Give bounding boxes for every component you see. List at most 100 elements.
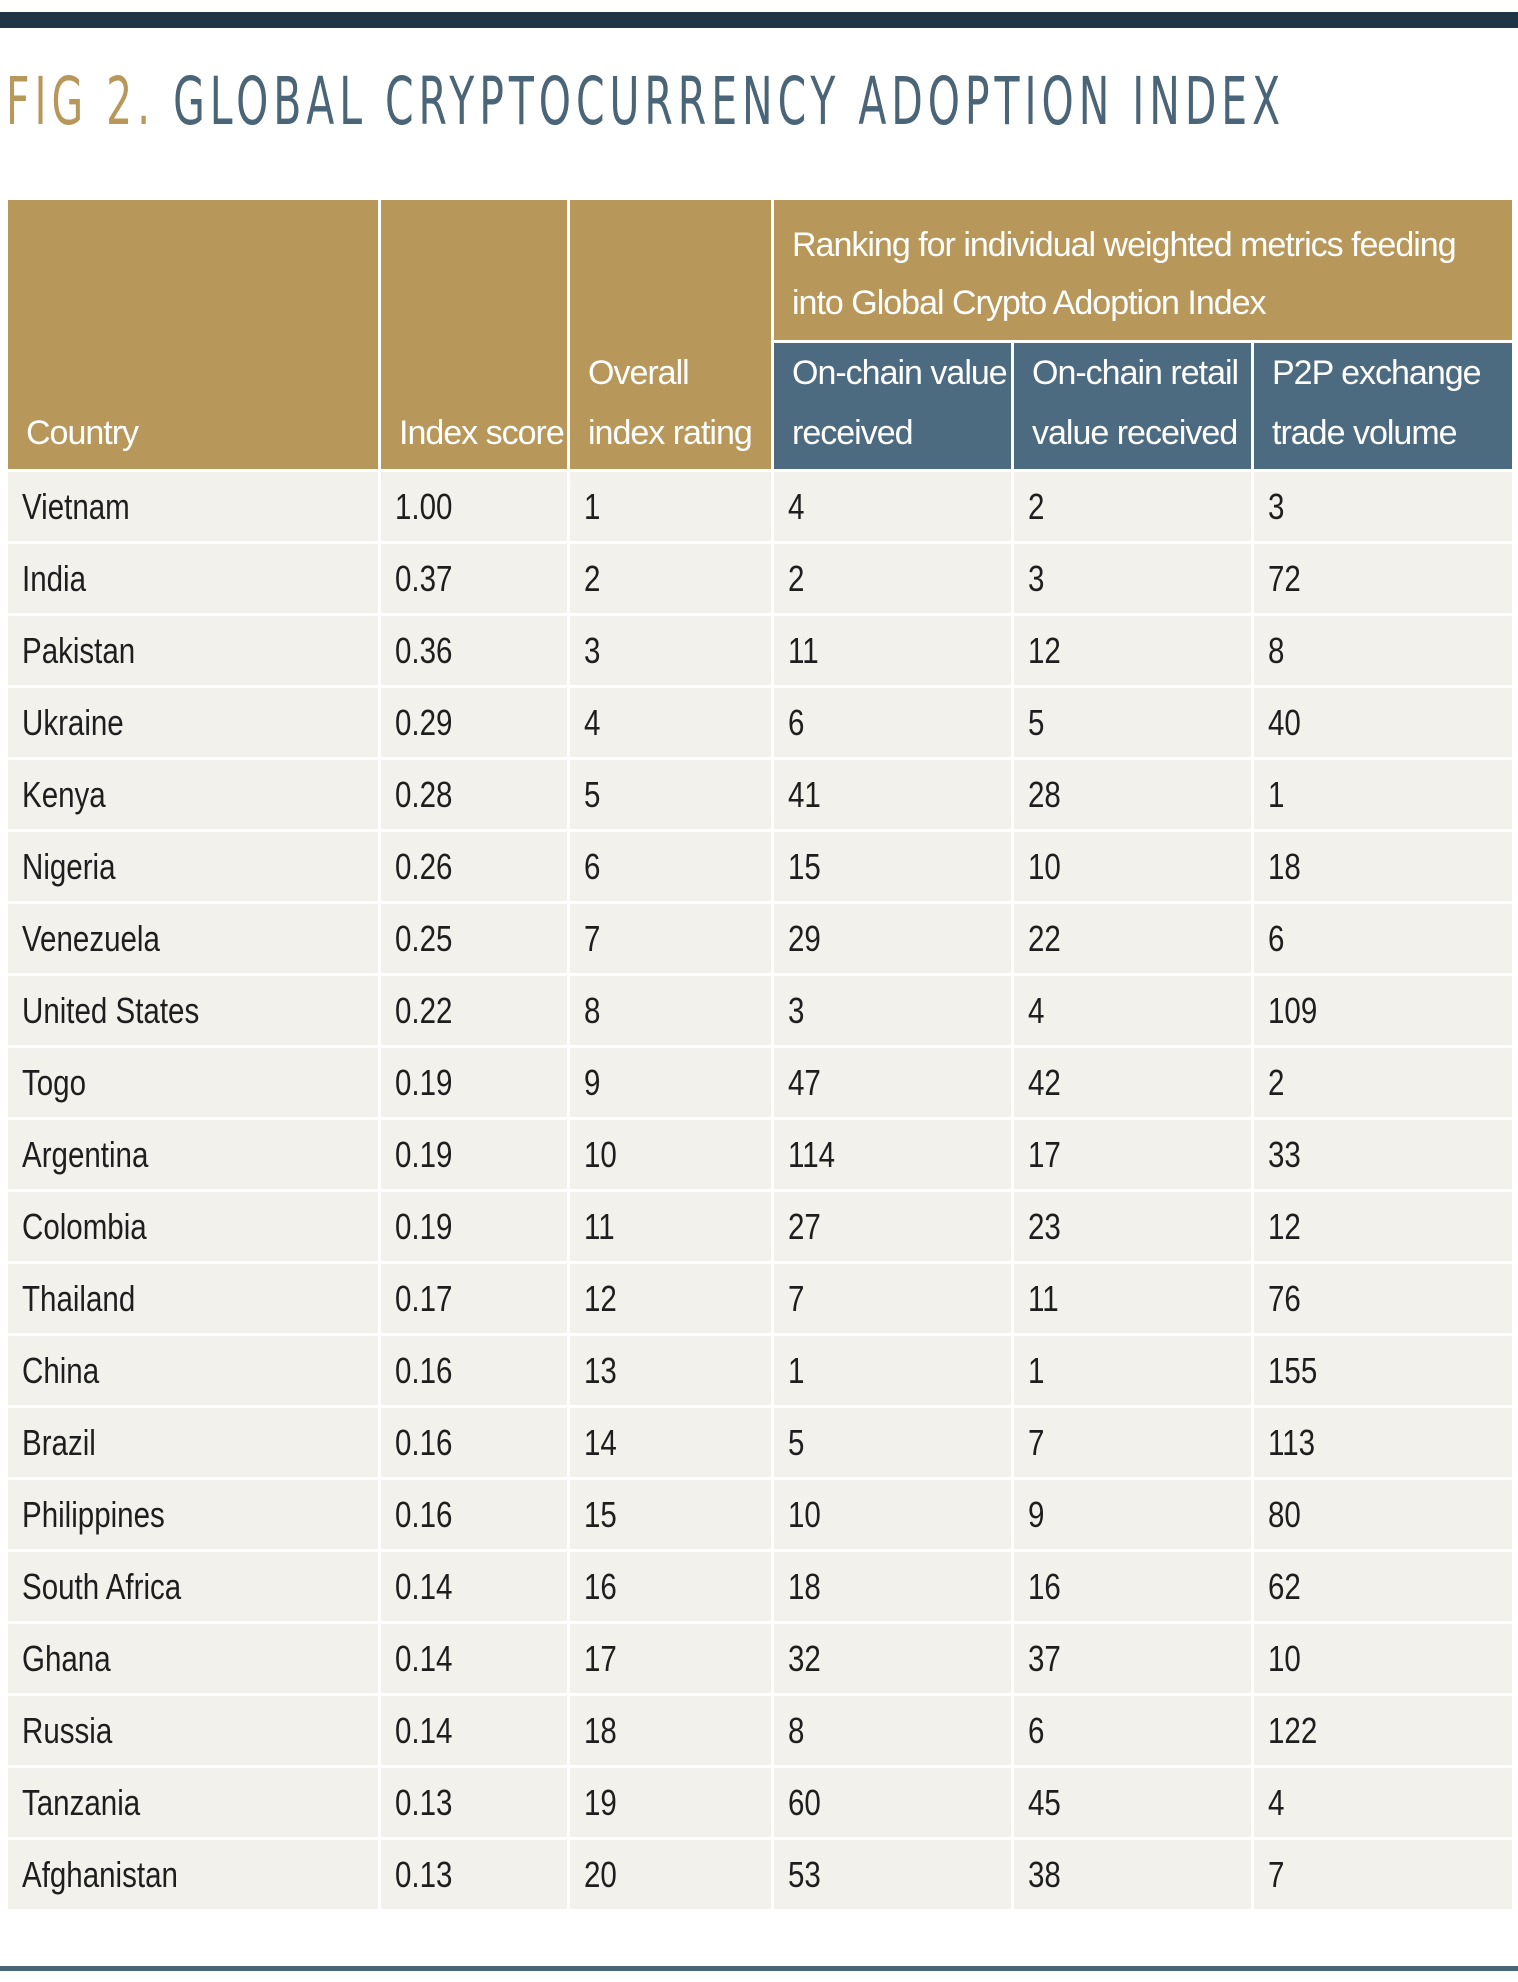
cell-text: 7 <box>1028 1421 1045 1463</box>
cell-onchain-retail-value: 28 <box>1014 757 1254 829</box>
cell-index-score: 0.13 <box>381 1765 570 1837</box>
cell-onchain-value: 15 <box>774 829 1014 901</box>
cell-overall-rating: 17 <box>570 1621 774 1693</box>
cell-text: 33 <box>1268 1133 1301 1175</box>
cell-index-score: 0.37 <box>381 541 570 613</box>
cell-index-score: 0.14 <box>381 1621 570 1693</box>
cell-text: 29 <box>788 917 821 959</box>
cell-p2p-volume: 6 <box>1254 901 1513 973</box>
cell-text: 11 <box>584 1205 615 1247</box>
cell-text: Afghanistan <box>22 1853 178 1895</box>
cell-text: 2 <box>1028 485 1045 527</box>
cell-text: 37 <box>1028 1637 1061 1679</box>
cell-text: Ukraine <box>22 701 124 743</box>
cell-text: 3 <box>788 989 805 1031</box>
cell-text: 18 <box>584 1709 617 1751</box>
cell-index-score: 0.16 <box>381 1405 570 1477</box>
cell-country: Thailand <box>8 1261 381 1333</box>
cell-onchain-value: 7 <box>774 1261 1014 1333</box>
cell-onchain-value: 2 <box>774 541 1014 613</box>
cell-overall-rating: 10 <box>570 1117 774 1189</box>
cell-text: 3 <box>1028 557 1045 599</box>
cell-index-score: 0.26 <box>381 829 570 901</box>
cell-onchain-value: 3 <box>774 973 1014 1045</box>
cell-p2p-volume: 40 <box>1254 685 1513 757</box>
cell-text: 12 <box>1268 1205 1301 1247</box>
cell-p2p-volume: 18 <box>1254 829 1513 901</box>
cell-text: Togo <box>22 1061 87 1103</box>
cell-text: 5 <box>788 1421 805 1463</box>
cell-p2p-volume: 1 <box>1254 757 1513 829</box>
cell-text: 20 <box>584 1853 617 1895</box>
cell-text: 155 <box>1268 1349 1318 1391</box>
cell-text: 62 <box>1268 1565 1301 1607</box>
cell-text: 0.22 <box>395 989 453 1031</box>
table-row: Ukraine 0.29 4 6 5 40 <box>8 685 1513 757</box>
cell-onchain-value: 5 <box>774 1405 1014 1477</box>
cell-text: 10 <box>1028 845 1061 887</box>
cell-text: 0.17 <box>395 1277 453 1319</box>
cell-index-score: 0.29 <box>381 685 570 757</box>
cell-p2p-volume: 3 <box>1254 469 1513 541</box>
figure-name: GLOBAL CRYPTOCURRENCY ADOPTION INDEX <box>173 63 1286 140</box>
cell-index-score: 0.19 <box>381 1189 570 1261</box>
cell-text: 0.25 <box>395 917 453 959</box>
cell-country: South Africa <box>8 1549 381 1621</box>
cell-text: 10 <box>1268 1637 1301 1679</box>
cell-text: 12 <box>1028 629 1061 671</box>
cell-text: Colombia <box>22 1205 147 1247</box>
table-row: Russia 0.14 18 8 6 122 <box>8 1693 1513 1765</box>
cell-text: 1 <box>584 485 601 527</box>
cell-overall-rating: 12 <box>570 1261 774 1333</box>
cell-text: 45 <box>1028 1781 1061 1823</box>
cell-text: 0.29 <box>395 701 453 743</box>
cell-text: 11 <box>1028 1277 1059 1319</box>
cell-text: 6 <box>1028 1709 1045 1751</box>
cell-onchain-retail-value: 17 <box>1014 1117 1254 1189</box>
cell-index-score: 0.17 <box>381 1261 570 1333</box>
cell-text: Brazil <box>22 1421 96 1463</box>
cell-text: 7 <box>1268 1853 1285 1895</box>
cell-text: 38 <box>1028 1853 1061 1895</box>
cell-text: Argentina <box>22 1133 149 1175</box>
cell-p2p-volume: 122 <box>1254 1693 1513 1765</box>
cell-country: Brazil <box>8 1405 381 1477</box>
cell-text: United States <box>22 989 200 1031</box>
cell-index-score: 0.14 <box>381 1693 570 1765</box>
cell-onchain-retail-value: 6 <box>1014 1693 1254 1765</box>
cell-text: Pakistan <box>22 629 136 671</box>
cell-country: United States <box>8 973 381 1045</box>
cell-text: 2 <box>1268 1061 1285 1103</box>
cell-text: 76 <box>1268 1277 1301 1319</box>
cell-text: 1 <box>788 1349 805 1391</box>
table-row: India 0.37 2 2 3 72 <box>8 541 1513 613</box>
bottom-rule <box>0 1966 1518 1971</box>
table-row: Argentina 0.19 10 114 17 33 <box>8 1117 1513 1189</box>
table-row: Vietnam 1.00 1 4 2 3 <box>8 469 1513 541</box>
cell-p2p-volume: 10 <box>1254 1621 1513 1693</box>
header-metrics-group: Ranking for individual weighted metrics … <box>774 200 1513 340</box>
cell-index-score: 0.36 <box>381 613 570 685</box>
header-onchain-retail-value: On-chain retail value received <box>1014 340 1254 469</box>
cell-overall-rating: 9 <box>570 1045 774 1117</box>
cell-text: 15 <box>788 845 821 887</box>
cell-text: 10 <box>788 1493 821 1535</box>
cell-index-score: 0.16 <box>381 1333 570 1405</box>
table-row: China 0.16 13 1 1 155 <box>8 1333 1513 1405</box>
cell-p2p-volume: 80 <box>1254 1477 1513 1549</box>
cell-text: 0.14 <box>395 1709 453 1751</box>
cell-text: 114 <box>788 1133 836 1175</box>
cell-onchain-retail-value: 7 <box>1014 1405 1254 1477</box>
cell-text: 16 <box>584 1565 617 1607</box>
cell-text: 2 <box>788 557 805 599</box>
cell-onchain-retail-value: 1 <box>1014 1333 1254 1405</box>
cell-overall-rating: 8 <box>570 973 774 1045</box>
cell-text: 0.16 <box>395 1493 453 1535</box>
cell-text: 16 <box>1028 1565 1061 1607</box>
table-row: United States 0.22 8 3 4 109 <box>8 973 1513 1045</box>
cell-onchain-retail-value: 2 <box>1014 469 1254 541</box>
cell-text: 109 <box>1268 989 1318 1031</box>
figure-title: FIG 2. GLOBAL CRYPTOCURRENCY ADOPTION IN… <box>6 52 1285 152</box>
cell-text: 5 <box>584 773 601 815</box>
cell-text: 7 <box>788 1277 805 1319</box>
